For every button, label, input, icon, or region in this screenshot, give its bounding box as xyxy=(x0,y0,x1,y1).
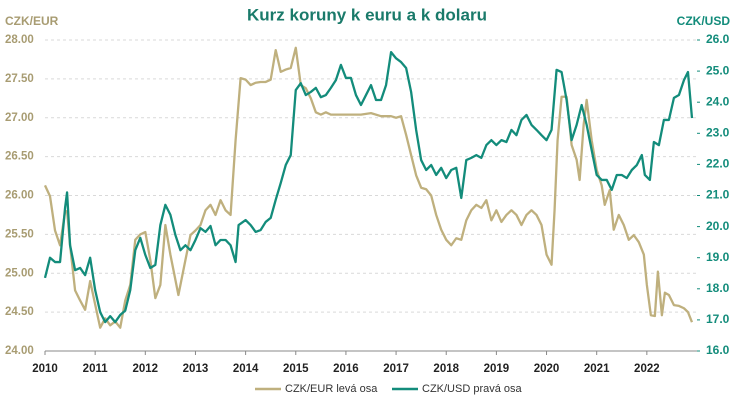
y-tick-label: 27.50 xyxy=(5,73,34,85)
y2-tick-label: 25.0 xyxy=(706,63,730,77)
legend-label: CZK/USD pravá osa xyxy=(422,383,523,395)
y2-tick-label: 18.0 xyxy=(706,281,730,295)
y2-tick-label: 19.0 xyxy=(706,250,730,264)
y-tick-label: 25.00 xyxy=(5,267,34,279)
x-tick-label: 2013 xyxy=(183,363,209,375)
chart-title: Kurz koruny k euru a k dolaru xyxy=(247,5,487,24)
y2-axis-title: CZK/USD xyxy=(677,14,731,28)
x-tick-label: 2015 xyxy=(283,363,309,375)
x-tick-label: 2010 xyxy=(32,363,58,375)
y-tick-label: 27.00 xyxy=(5,112,34,124)
x-tick-label: 2011 xyxy=(83,363,109,375)
y2-tick-label: 21.0 xyxy=(706,188,730,202)
x-tick-label: 2014 xyxy=(233,363,259,375)
y-tick-label: 26.00 xyxy=(5,190,34,202)
x-tick-label: 2018 xyxy=(433,363,459,375)
y-tick-label: 25.50 xyxy=(5,228,34,240)
y2-tick-label: 22.0 xyxy=(706,157,730,171)
y2-tick-label: 24.0 xyxy=(706,94,730,108)
y2-tick-label: 26.0 xyxy=(706,32,730,46)
x-tick-label: 2017 xyxy=(383,363,409,375)
series-line xyxy=(43,46,694,329)
y-tick-label: 28.00 xyxy=(5,34,34,46)
y2-tick-label: 23.0 xyxy=(706,125,730,139)
y-tick-label: 26.50 xyxy=(5,151,34,163)
y2-tick-label: 16.0 xyxy=(706,343,730,357)
x-tick-label: 2020 xyxy=(534,363,560,375)
y-axis-title: CZK/EUR xyxy=(5,14,59,28)
y-tick-label: 24.00 xyxy=(5,345,34,357)
y2-tick-label: 20.0 xyxy=(706,219,730,233)
y2-tick-label: 17.0 xyxy=(706,312,730,326)
x-tick-label: 2019 xyxy=(484,363,510,375)
legend-label: CZK/EUR levá osa xyxy=(285,383,378,395)
x-tick-label: 2016 xyxy=(333,363,359,375)
x-tick-label: 2012 xyxy=(133,363,159,375)
x-tick-label: 2021 xyxy=(584,363,610,375)
x-tick-label: 2022 xyxy=(634,363,660,375)
series-line xyxy=(43,50,694,324)
y-tick-label: 24.50 xyxy=(5,306,34,318)
